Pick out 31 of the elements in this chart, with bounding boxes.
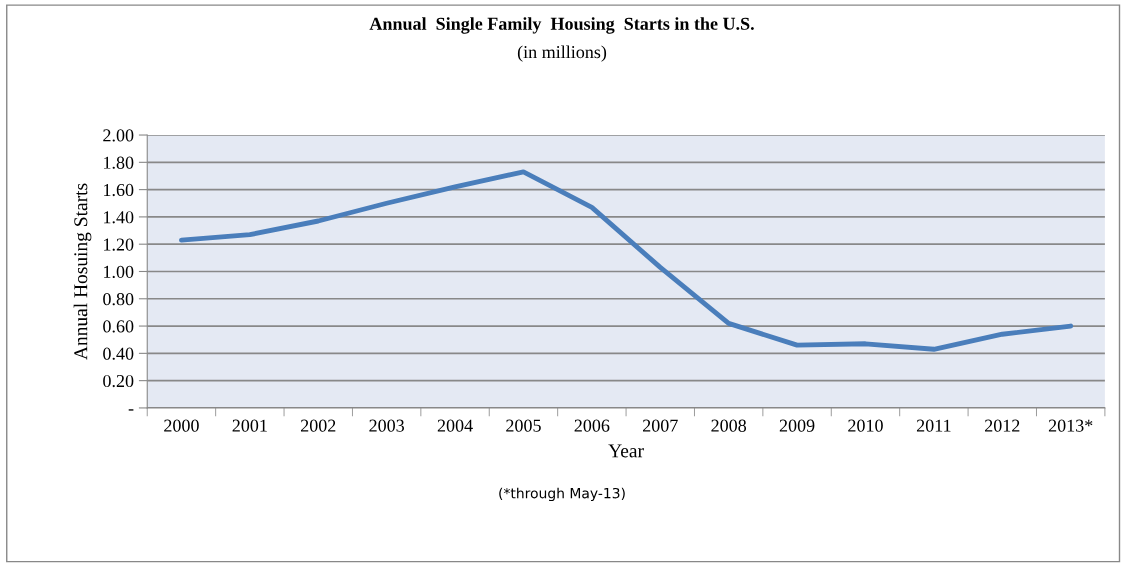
x-tick-label: 2002 — [300, 419, 336, 432]
x-tick-label: 2010 — [848, 419, 883, 432]
x-tick-label: 2011 — [916, 419, 951, 432]
y-tick-label: 0.60 — [103, 320, 134, 333]
y-tick-label: 2.00 — [103, 129, 134, 142]
x-tick-label: 2005 — [506, 419, 541, 432]
x-tick-label: 2008 — [711, 419, 747, 432]
y-tick-label: 0.20 — [103, 374, 134, 388]
y-tick-label: 1.00 — [104, 265, 134, 278]
y-tick-label: 0.80 — [103, 293, 134, 306]
x-tick-label: 2003 — [369, 419, 405, 432]
x-tick-label: 2013* — [1048, 419, 1093, 432]
y-tick-label: 0.40 — [103, 347, 134, 360]
x-tick-label: 2004 — [437, 419, 473, 432]
y-tick-label: 1.20 — [104, 238, 134, 251]
y-axis-title: Annual Hosuing Starts — [73, 183, 92, 360]
x-tick-label: 2006 — [574, 419, 610, 432]
x-tick-label: 2000 — [164, 419, 199, 432]
line-series — [179, 169, 1074, 352]
x-tick-label: 2012 — [985, 419, 1020, 432]
y-tick-label: 1.40 — [104, 211, 134, 224]
y-tick-label: 1.60 — [104, 183, 134, 197]
x-tick-label: 2007 — [643, 419, 678, 432]
x-tick-label: 2009 — [779, 419, 815, 432]
chart-title: Annual Single Family Housing Starts in the U.S. — [369, 17, 754, 34]
x-axis-title: Year — [608, 444, 644, 458]
chart-subtitle: (in millions) — [517, 45, 607, 62]
y-tick-label: 1.80 — [104, 156, 134, 169]
text: (*through May-13) — [499, 487, 625, 502]
y-tick-label: - — [128, 409, 134, 411]
x-tick-label: 2001 — [232, 419, 267, 432]
